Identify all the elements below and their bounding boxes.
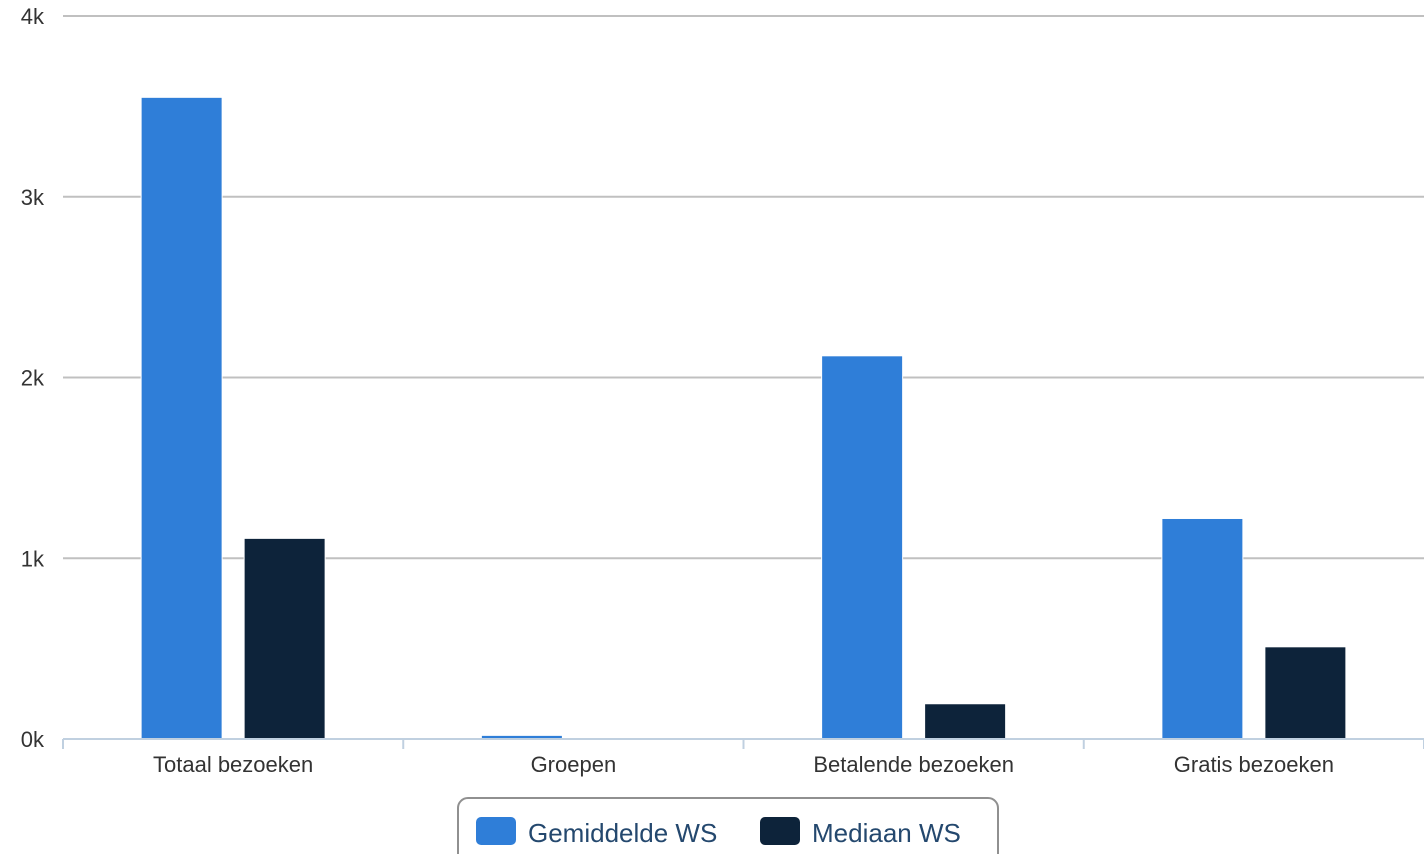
- legend-label: Mediaan WS: [812, 818, 961, 848]
- y-tick-label: 1k: [21, 546, 45, 571]
- y-tick-label: 2k: [21, 366, 45, 391]
- legend[interactable]: Gemiddelde WS Mediaan WS: [457, 797, 999, 854]
- gridlines: [63, 15, 1424, 560]
- legend-swatch: [476, 817, 516, 845]
- bar-mediaan-3[interactable]: [1264, 646, 1347, 740]
- x-axis-category-labels: Totaal bezoeken Groepen Betalende bezoeken…: [153, 752, 1334, 777]
- x-category-label: Groepen: [531, 752, 617, 777]
- x-category-label: Gratis bezoeken: [1174, 752, 1334, 777]
- legend-box: [457, 797, 999, 854]
- legend-item-mediaan[interactable]: Mediaan WS: [760, 817, 961, 848]
- y-axis-tick-labels: 0k 1k 2k 3k 4k: [21, 4, 45, 752]
- legend-items: Gemiddelde WS Mediaan WS: [476, 817, 961, 848]
- x-axis-ticks: [62, 739, 1424, 749]
- bar-mediaan-0[interactable]: [243, 537, 326, 740]
- x-category-label: Betalende bezoeken: [813, 752, 1014, 777]
- x-category-label: Totaal bezoeken: [153, 752, 313, 777]
- bar-gemiddelde-0[interactable]: [140, 96, 223, 740]
- bars: [140, 96, 1347, 740]
- y-tick-label: 4k: [21, 4, 45, 29]
- bar-mediaan-2[interactable]: [924, 703, 1007, 740]
- bar-gemiddelde-2[interactable]: [821, 355, 904, 740]
- legend-label: Gemiddelde WS: [528, 818, 717, 848]
- legend-swatch: [760, 817, 800, 845]
- legend-item-gemiddelde[interactable]: Gemiddelde WS: [476, 817, 717, 848]
- y-tick-label: 3k: [21, 185, 45, 210]
- y-tick-label: 0k: [21, 727, 45, 752]
- bar-gemiddelde-3[interactable]: [1161, 517, 1244, 740]
